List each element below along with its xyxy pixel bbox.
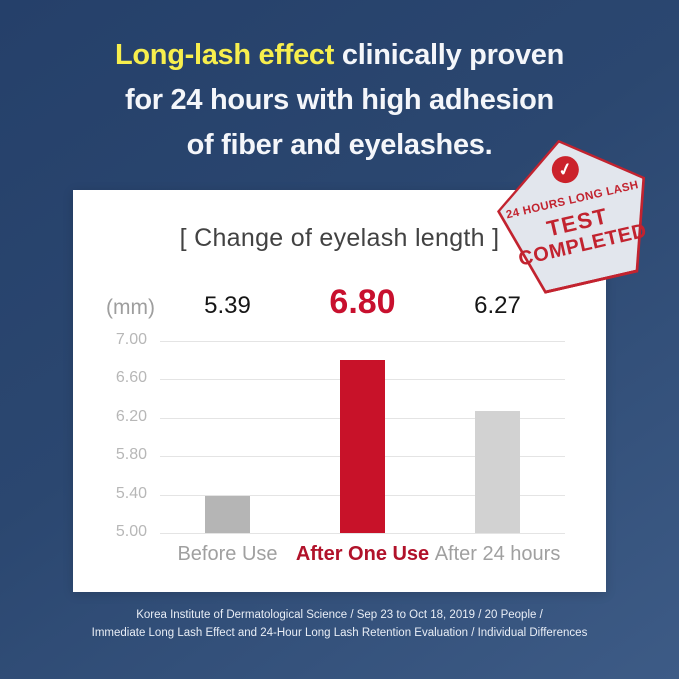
chart-card: [ Change of eyelash length ] (mm) 7.00 6.… — [73, 190, 606, 592]
bar-before-use — [205, 495, 250, 533]
headline-line1: Long-lash effect clinically proven — [0, 33, 679, 78]
gridline-5.00 — [160, 533, 565, 534]
footer-line1: Korea Institute of Dermatological Scienc… — [136, 609, 543, 621]
y-axis-tick-5.00: 5.00 — [115, 523, 147, 540]
y-axis-tick-6.60: 6.60 — [115, 369, 147, 387]
value-label-after-one-use: 6.80 — [329, 283, 396, 321]
chart-title: [ Change of eyelash length ] — [179, 224, 500, 252]
x-axis-label-after-24-hours: After 24 hours — [434, 543, 561, 565]
x-axis-label-before-use: Before Use — [177, 543, 278, 565]
headline-line2: for 24 hours with high adhesion — [125, 84, 554, 116]
y-axis-tick-7.00: 7.00 — [115, 331, 147, 348]
value-label-before-use: 5.39 — [204, 292, 251, 319]
gridline-7.00 — [160, 341, 565, 342]
bar-after-one-use — [340, 360, 385, 533]
y-axis-tick-5.40: 5.40 — [115, 484, 147, 502]
bar-after-24-hours — [475, 411, 520, 533]
headline-line3: of fiber and eyelashes. — [186, 129, 493, 161]
headline-line1-rest: clinically proven — [334, 39, 565, 71]
y-axis-tick-5.80: 5.80 — [115, 446, 147, 464]
y-axis-tick-6.20: 6.20 — [115, 407, 147, 425]
footer-line2: Immediate Long Lash Effect and 24-Hour L… — [91, 627, 588, 639]
headline-highlight: Long-lash effect — [114, 39, 335, 71]
value-label-after-24-hours: 6.27 — [474, 292, 521, 319]
footer-disclaimer: Korea Institute of Dermatological Scienc… — [0, 606, 679, 642]
y-axis-unit-label: (mm) — [106, 296, 155, 319]
headline: Long-lash effect clinically proven for 2… — [0, 33, 679, 168]
x-axis-label-after-one-use: After One Use — [295, 543, 430, 565]
